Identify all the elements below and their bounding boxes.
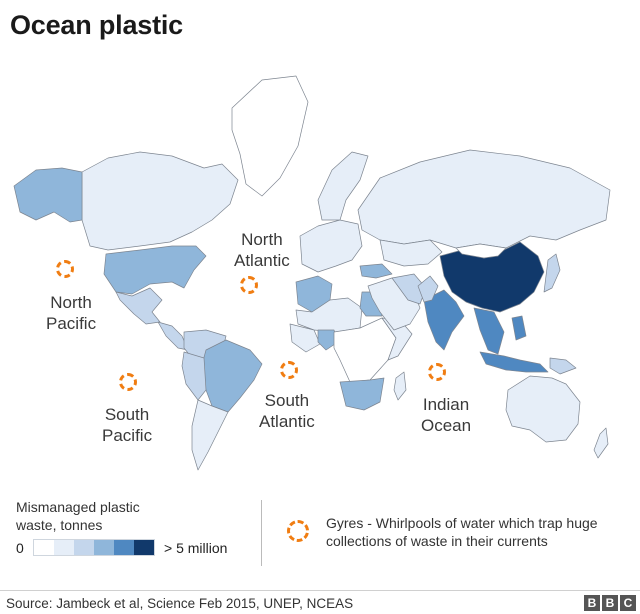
region (333, 317, 397, 383)
scale-swatch (54, 540, 74, 555)
region (289, 323, 321, 353)
south-pacific-gyre-icon (119, 373, 137, 391)
region (505, 375, 581, 443)
north-pacific-label: North Pacific (46, 293, 97, 333)
region (357, 149, 611, 249)
region (511, 315, 527, 341)
north-pacific-gyre-icon (56, 260, 74, 278)
region (455, 243, 507, 259)
region (423, 289, 465, 351)
region (543, 253, 561, 293)
region (417, 275, 439, 303)
south-atlantic-gyre-icon (280, 361, 298, 379)
region (181, 351, 207, 401)
region (479, 351, 549, 373)
legend-divider (261, 500, 262, 566)
world-map (13, 75, 611, 471)
scale-max-label: > 5 million (164, 540, 228, 556)
scale-swatch (114, 540, 134, 555)
bbc-logo-block: B (584, 595, 600, 611)
scale-swatch (34, 540, 54, 555)
footer-divider (0, 590, 640, 591)
region (13, 167, 83, 223)
scale-swatch (74, 540, 94, 555)
region (379, 239, 443, 267)
region (191, 399, 229, 471)
region (317, 151, 369, 221)
south-pacific-label: South Pacific (102, 405, 153, 445)
region (199, 339, 263, 413)
gyre-description: Gyres - Whirlpools of water which trap h… (326, 515, 598, 549)
scale-swatch (134, 540, 154, 555)
region (231, 75, 309, 197)
region (157, 321, 189, 351)
source-note: Source: Jambeck et al, Science Feb 2015,… (6, 596, 354, 611)
region (359, 263, 393, 279)
legend-title: Mismanaged plastic waste, tonnes (16, 499, 140, 533)
south-atlantic-label: South Atlantic (259, 391, 315, 431)
scale-min-label: 0 (16, 540, 24, 556)
region (115, 287, 163, 325)
indian-ocean-label: Indian Ocean (421, 395, 472, 435)
bbc-logo-block: B (602, 595, 618, 611)
region (81, 151, 239, 251)
region (549, 357, 577, 375)
color-scale (33, 539, 155, 556)
region (339, 377, 385, 411)
bbc-logo-block: C (620, 595, 636, 611)
region (393, 371, 407, 401)
gyre-legend-icon (287, 520, 309, 542)
region (103, 245, 207, 295)
scale-swatch (94, 540, 114, 555)
north-atlantic-gyre-icon (240, 276, 258, 294)
north-atlantic-label: North Atlantic (234, 230, 290, 270)
page-title: Ocean plastic (10, 10, 183, 40)
region (317, 329, 339, 351)
region (299, 219, 363, 273)
indian-ocean-gyre-icon (428, 363, 446, 381)
region (593, 427, 609, 459)
region (295, 297, 363, 333)
region (473, 307, 505, 355)
